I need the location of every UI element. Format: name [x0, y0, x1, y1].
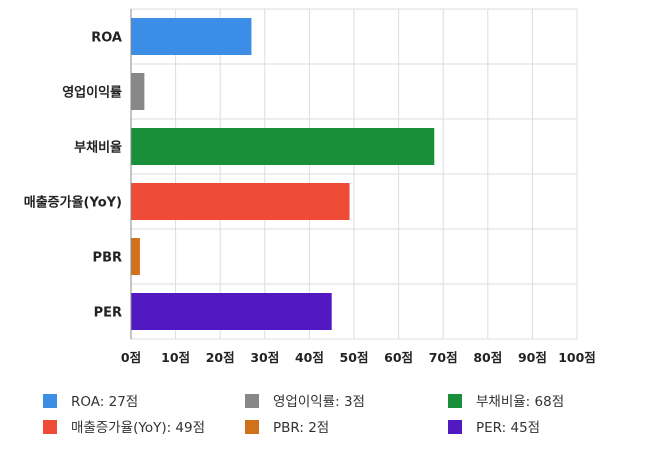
legend-label-3: 매출증가율(YoY): 49점 [71, 420, 205, 436]
legend-swatch-5 [448, 420, 462, 434]
legend-label-4: PBR: 2점 [273, 420, 329, 436]
x-tick-label-7: 70점 [429, 350, 458, 365]
legend-swatch-1 [245, 394, 259, 408]
category-label-4: PBR [93, 251, 122, 266]
x-tick-label-3: 30점 [250, 350, 279, 365]
category-label-2: 부채비율 [74, 140, 122, 156]
legend-swatch-3 [43, 420, 57, 434]
x-tick-label-9: 90점 [518, 350, 547, 365]
category-label-0: ROA [91, 31, 122, 46]
x-tick-label-8: 80점 [473, 350, 502, 365]
legend-swatch-4 [245, 420, 259, 434]
x-tick-label-6: 60점 [384, 350, 413, 365]
category-label-5: PER [94, 306, 122, 321]
legend-label-1: 영업이익률: 3점 [273, 394, 365, 410]
x-tick-label-5: 50점 [340, 350, 369, 365]
bar-0 [131, 18, 252, 55]
x-tick-label-1: 10점 [161, 350, 190, 365]
x-tick-label-10: 100점 [558, 350, 596, 365]
x-tick-label-0: 0점 [121, 350, 141, 365]
legend-label-2: 부채비율: 68점 [476, 394, 564, 410]
bar-4 [131, 238, 140, 275]
legend-label-5: PER: 45점 [476, 420, 540, 436]
bar-5 [131, 293, 332, 330]
legend-label-0: ROA: 27점 [71, 394, 138, 410]
bar-3 [131, 183, 350, 220]
legend-swatch-0 [43, 394, 57, 408]
x-tick-label-4: 40점 [295, 350, 324, 365]
bar-2 [131, 128, 435, 165]
category-label-1: 영업이익률 [62, 85, 122, 101]
category-label-3: 매출증가율(YoY) [24, 195, 122, 211]
legend-swatch-2 [448, 394, 462, 408]
x-tick-label-2: 20점 [206, 350, 235, 365]
bar-1 [131, 73, 145, 110]
